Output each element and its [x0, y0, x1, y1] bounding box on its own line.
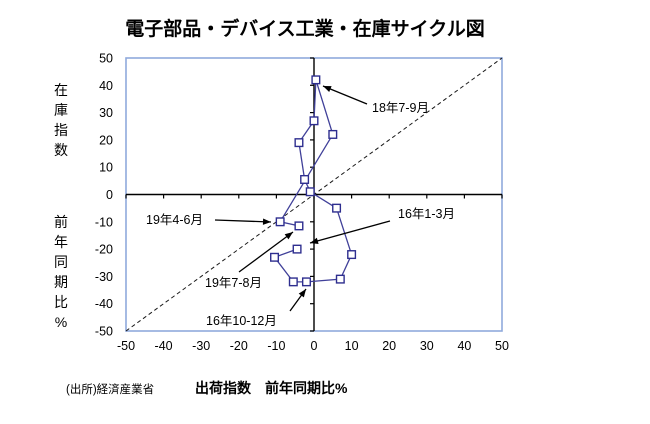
y-tick-label: 30: [99, 106, 113, 120]
data-point-marker: [300, 174, 310, 184]
y-tick-label: -50: [95, 325, 113, 339]
data-point-marker: [311, 75, 321, 85]
data-point-marker: [305, 187, 315, 197]
y-tick-label: 10: [99, 161, 113, 175]
y-tick-label: 50: [99, 52, 113, 66]
data-point-marker: [347, 250, 357, 260]
x-tick-label: -20: [230, 339, 248, 353]
y-axis-title: 在 庫 指 数 前 年 同 期 比 %: [52, 60, 70, 352]
annotation-label: 18年7-9月: [372, 101, 429, 115]
annotation-label: 19年4-6月: [146, 213, 203, 227]
y-tick-label: 40: [99, 79, 113, 93]
y-tick-label: 0: [106, 188, 113, 202]
y-tick-label: -10: [95, 215, 113, 229]
x-tick-label: 50: [495, 339, 509, 353]
y-tick-label: 20: [99, 133, 113, 147]
data-point-marker: [294, 221, 304, 231]
x-tick-label: 0: [311, 339, 318, 353]
data-point-marker: [275, 217, 285, 227]
data-point-marker: [270, 252, 280, 262]
data-point-marker: [332, 203, 342, 213]
data-point-marker: [335, 274, 345, 284]
data-point-marker: [301, 277, 311, 287]
page-title: 電子部品・デバイス工業・在庫サイクル図: [125, 19, 485, 40]
x-axis-title: 出荷指数 前年同期比%: [195, 380, 348, 396]
annotation-arrowhead: [310, 237, 319, 244]
annotation-label: 16年1-3月: [398, 207, 455, 221]
x-tick-label: 10: [345, 339, 359, 353]
source-note: (出所)経済産業省: [66, 384, 155, 396]
annotation-label: 16年10-12月: [206, 314, 277, 328]
data-point-marker: [309, 116, 319, 126]
x-tick-label: -30: [192, 339, 210, 353]
y-tick-label: -20: [95, 243, 113, 257]
annotation-label: 19年7-8月: [205, 276, 262, 290]
annotation-arrowhead: [323, 86, 332, 92]
data-point-marker: [328, 129, 338, 139]
annotation-arrow-line: [238, 231, 294, 273]
y-tick-label: -30: [95, 270, 113, 284]
annotation-arrowhead: [262, 218, 271, 225]
annotation-arrowhead: [298, 289, 306, 298]
data-point-marker: [292, 244, 302, 254]
y-axis-title-line2: 前 年 同 期 比 %: [54, 214, 68, 330]
annotation-arrow-line: [214, 219, 272, 223]
data-polyline: [273, 79, 353, 283]
annotation-arrowhead: [284, 232, 293, 240]
x-tick-label: -40: [155, 339, 173, 353]
annotation-arrow-line: [309, 220, 391, 244]
y-tick-label: -40: [95, 297, 113, 311]
x-tick-label: -10: [267, 339, 285, 353]
data-point-marker: [294, 138, 304, 148]
x-tick-label: 40: [457, 339, 471, 353]
x-tick-label: 30: [420, 339, 434, 353]
x-tick-label: -50: [117, 339, 135, 353]
data-point-marker: [288, 277, 298, 287]
x-tick-label: 20: [382, 339, 396, 353]
y-axis-title-line1: 在 庫 指 数: [54, 82, 68, 158]
